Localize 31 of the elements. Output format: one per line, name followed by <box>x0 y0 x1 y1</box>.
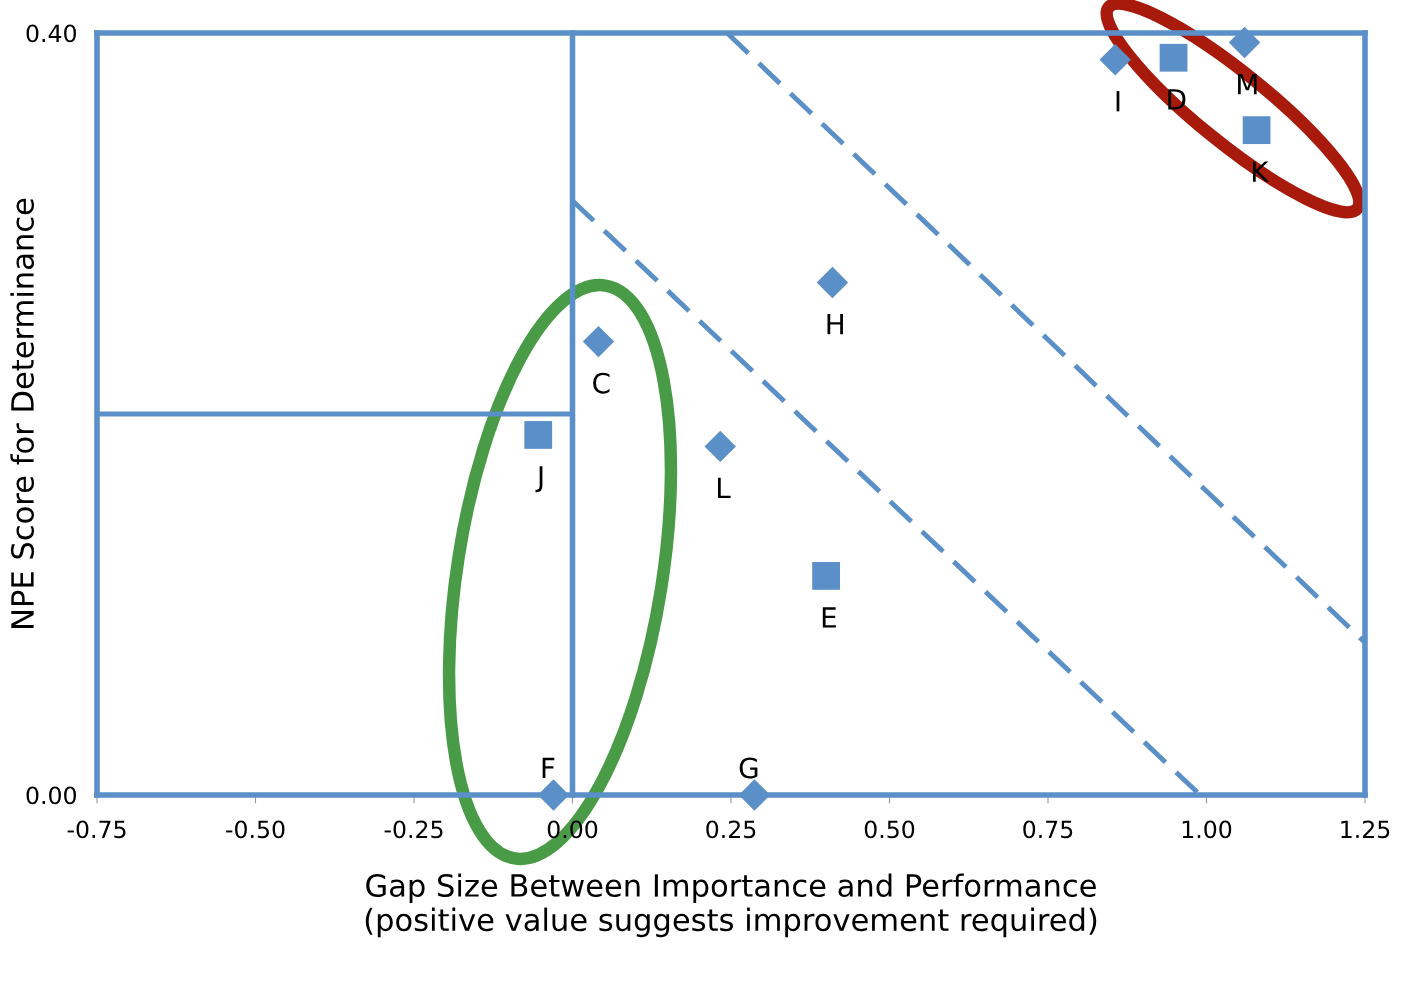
annotation: L <box>717 477 731 499</box>
point <box>1159 43 1188 72</box>
x-tick-label: 0.50 <box>864 820 915 839</box>
x-tick-label: -0.25 <box>384 820 443 839</box>
point <box>1228 26 1261 59</box>
x-axis-title: Gap Size Between Importance and Performance (positive value suggests improvement required) <box>365 873 1097 938</box>
x-tick-label: 0.25 <box>706 820 756 839</box>
point <box>738 779 771 811</box>
x-tick-label: 0.75 <box>1023 820 1073 839</box>
annotation: J <box>535 466 543 493</box>
point <box>524 421 553 449</box>
point <box>816 266 849 299</box>
point <box>812 562 840 590</box>
x-tick-label: -0.50 <box>226 820 285 839</box>
annotation: E <box>822 607 836 628</box>
x-tick-label: 1.25 <box>1341 820 1390 839</box>
annotation: C <box>593 372 610 394</box>
annotation: H <box>827 313 843 335</box>
annotation: F <box>542 757 555 779</box>
y-tick-label: 0.40 <box>26 24 76 43</box>
annotation: I <box>1116 91 1120 112</box>
x-tick-label: 1.00 <box>1182 820 1232 839</box>
point <box>1099 43 1131 76</box>
point <box>1242 116 1271 145</box>
y-axis-title: NPE Score for Determinance <box>10 198 35 628</box>
annotation: K <box>1252 161 1270 182</box>
x-tick-label: -0.75 <box>67 820 126 839</box>
point <box>537 779 570 811</box>
point <box>582 325 615 358</box>
point <box>704 430 736 463</box>
annotation: G <box>739 757 758 779</box>
